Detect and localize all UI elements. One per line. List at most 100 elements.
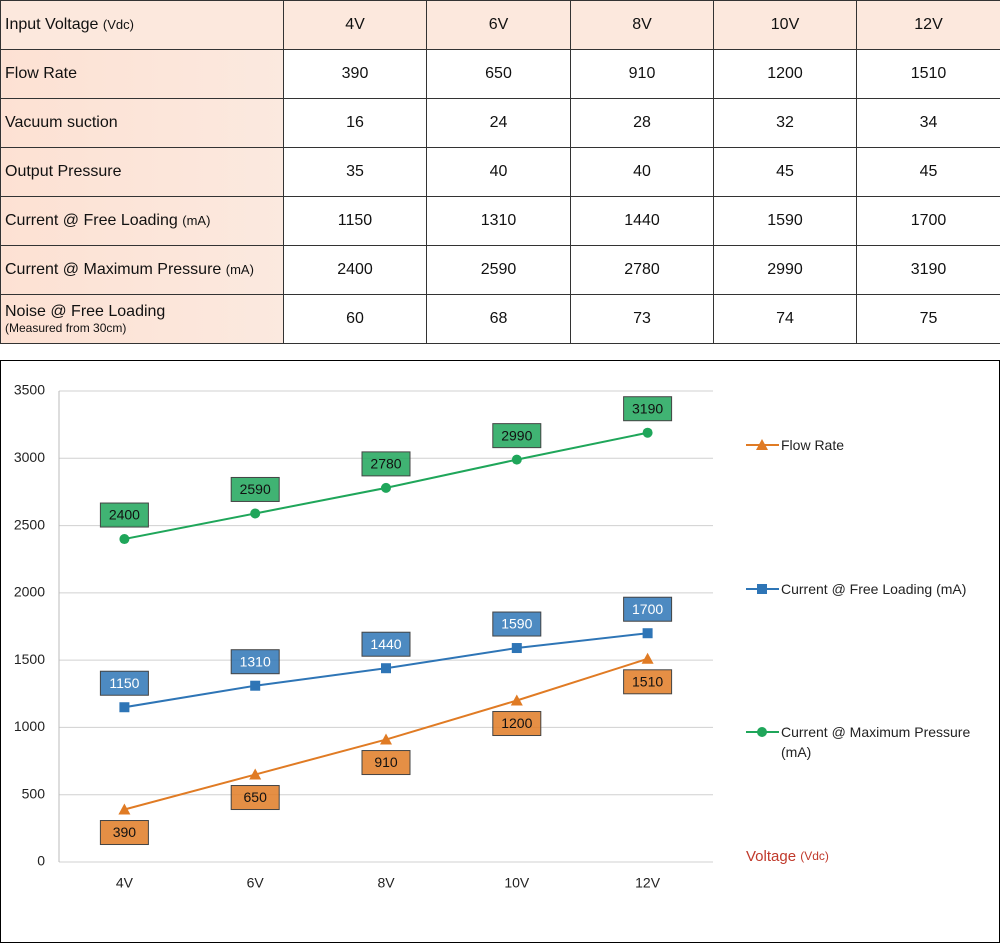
data-label: 2400 bbox=[109, 507, 140, 523]
data-label: 2590 bbox=[240, 481, 271, 497]
table-row: Current @ Free Loading (mA) 1150 1310 1440 1… bbox=[0, 196, 1000, 246]
marker bbox=[756, 439, 768, 450]
x-tick-label: 8V bbox=[377, 875, 395, 891]
row-unit: (mA) bbox=[225, 262, 254, 277]
data-label-box bbox=[99, 820, 149, 846]
data-label-box bbox=[361, 631, 411, 657]
table-cell: 60 bbox=[283, 294, 427, 344]
table-cell: 40 bbox=[570, 147, 714, 197]
data-label-box bbox=[230, 649, 280, 675]
table-cell: 3190 bbox=[856, 245, 1000, 295]
table-cell: 2590 bbox=[426, 245, 571, 295]
x-axis-label: Voltage (Vdc) bbox=[746, 848, 829, 865]
y-tick-label: 3000 bbox=[14, 449, 45, 465]
marker bbox=[381, 663, 391, 674]
table-row: Flow Rate 390 650 910 1200 1510 bbox=[0, 49, 1000, 99]
data-label: 1200 bbox=[501, 715, 532, 731]
table-row: Current @ Maximum Pressure (mA) 2400 2590 2… bbox=[0, 245, 1000, 295]
row-label: Current @ Free Loading bbox=[5, 212, 178, 229]
table-cell: 390 bbox=[283, 49, 427, 99]
table-cell: 35 bbox=[283, 147, 427, 197]
chart-svg: 0 500 1000 1500 2000 2500 3000 3500 4V 6V 8V 10V 12V… bbox=[14, 382, 829, 891]
y-tick-label: 2000 bbox=[14, 584, 45, 600]
table-cell: 28 bbox=[570, 98, 714, 148]
row-label: Current @ Maximum Pressure bbox=[5, 261, 222, 278]
marker bbox=[249, 768, 262, 780]
marker bbox=[510, 694, 523, 706]
header-cell: Input Voltage (Vdc) bbox=[0, 0, 284, 50]
marker bbox=[380, 733, 392, 745]
data-label: 2780 bbox=[370, 456, 401, 472]
data-label-box bbox=[361, 750, 411, 776]
table-cell: 2780 bbox=[570, 245, 714, 295]
y-tick-label: 500 bbox=[22, 785, 46, 801]
marker bbox=[641, 652, 654, 664]
table-cell: 68 bbox=[426, 294, 571, 344]
table-row: Output Pressure 35 40 40 45 45 bbox=[0, 147, 1000, 197]
header-label: Input Voltage bbox=[5, 16, 99, 33]
marker bbox=[119, 702, 130, 713]
table-cell: 74 bbox=[713, 294, 857, 344]
spec-table: Input Voltage (Vdc) 4V 6V 8V 10V 12V Flow Rate… bbox=[0, 0, 1000, 344]
header-cell: 10V bbox=[713, 0, 857, 50]
header-cell: 6V bbox=[426, 0, 571, 50]
table-cell: 45 bbox=[856, 147, 1000, 197]
data-label-box bbox=[99, 670, 149, 696]
data-label-box bbox=[623, 669, 673, 695]
data-label: 1510 bbox=[632, 674, 663, 690]
marker bbox=[757, 584, 767, 594]
row-label: Flow Rate bbox=[5, 65, 78, 82]
table-cell: 1310 bbox=[426, 196, 571, 246]
table-cell: 910 bbox=[570, 49, 714, 99]
y-tick-label: 2500 bbox=[14, 516, 45, 532]
data-label-box bbox=[230, 476, 280, 502]
table-cell: 2990 bbox=[713, 245, 857, 295]
header-cell: 8V bbox=[570, 0, 714, 50]
y-tick-label: 1000 bbox=[14, 718, 45, 734]
x-axis-title: Voltage bbox=[746, 848, 796, 865]
table-cell: 45 bbox=[713, 147, 857, 197]
table-cell: 2400 bbox=[283, 245, 427, 295]
header-unit: (Vdc) bbox=[102, 17, 134, 32]
data-label: 3190 bbox=[632, 400, 663, 416]
data-label: 1310 bbox=[240, 653, 271, 669]
legend-label: Current @ Free Loading (mA) bbox=[781, 581, 967, 597]
table-cell: 75 bbox=[856, 294, 1000, 344]
table-cell: 650 bbox=[426, 49, 571, 99]
marker bbox=[757, 727, 767, 737]
data-label: 2990 bbox=[501, 427, 532, 443]
marker bbox=[642, 628, 653, 639]
row-note: (Measured from 30cm) bbox=[5, 321, 127, 335]
table-cell: 24 bbox=[426, 98, 571, 148]
data-label: 1590 bbox=[501, 616, 532, 632]
table-cell: 34 bbox=[856, 98, 1000, 148]
data-label-box bbox=[492, 611, 542, 637]
data-label: 1150 bbox=[109, 675, 139, 691]
table-row: Noise @ Free Loading (Measured from 30cm)… bbox=[0, 294, 1000, 344]
marker bbox=[381, 482, 391, 493]
x-tick-label: 10V bbox=[504, 875, 530, 891]
data-label-box bbox=[623, 596, 673, 622]
table-cell: 1700 bbox=[856, 196, 1000, 246]
legend-label: Flow Rate bbox=[781, 437, 845, 453]
x-tick-label: 12V bbox=[635, 875, 661, 891]
data-label-box bbox=[99, 502, 149, 528]
data-label: 390 bbox=[113, 824, 137, 840]
row-label-cell: Vacuum suction bbox=[0, 98, 284, 148]
marker bbox=[119, 534, 130, 545]
x-tick-label: 6V bbox=[247, 875, 265, 891]
data-label-box bbox=[230, 785, 280, 811]
table-row: Vacuum suction 16 24 28 32 34 bbox=[0, 98, 1000, 148]
row-label-cell: Current @ Maximum Pressure (mA) bbox=[0, 245, 284, 295]
row-label: Vacuum suction bbox=[5, 114, 118, 131]
data-label: 650 bbox=[244, 789, 268, 805]
table-cell: 1590 bbox=[713, 196, 857, 246]
row-unit: (mA) bbox=[182, 213, 211, 228]
table-cell: 1440 bbox=[570, 196, 714, 246]
data-label: 1440 bbox=[370, 636, 401, 652]
y-tick-label: 1500 bbox=[14, 651, 45, 667]
header-cell: 12V bbox=[856, 0, 1000, 50]
row-label: Output Pressure bbox=[5, 163, 122, 180]
x-tick-label: 4V bbox=[116, 875, 134, 891]
